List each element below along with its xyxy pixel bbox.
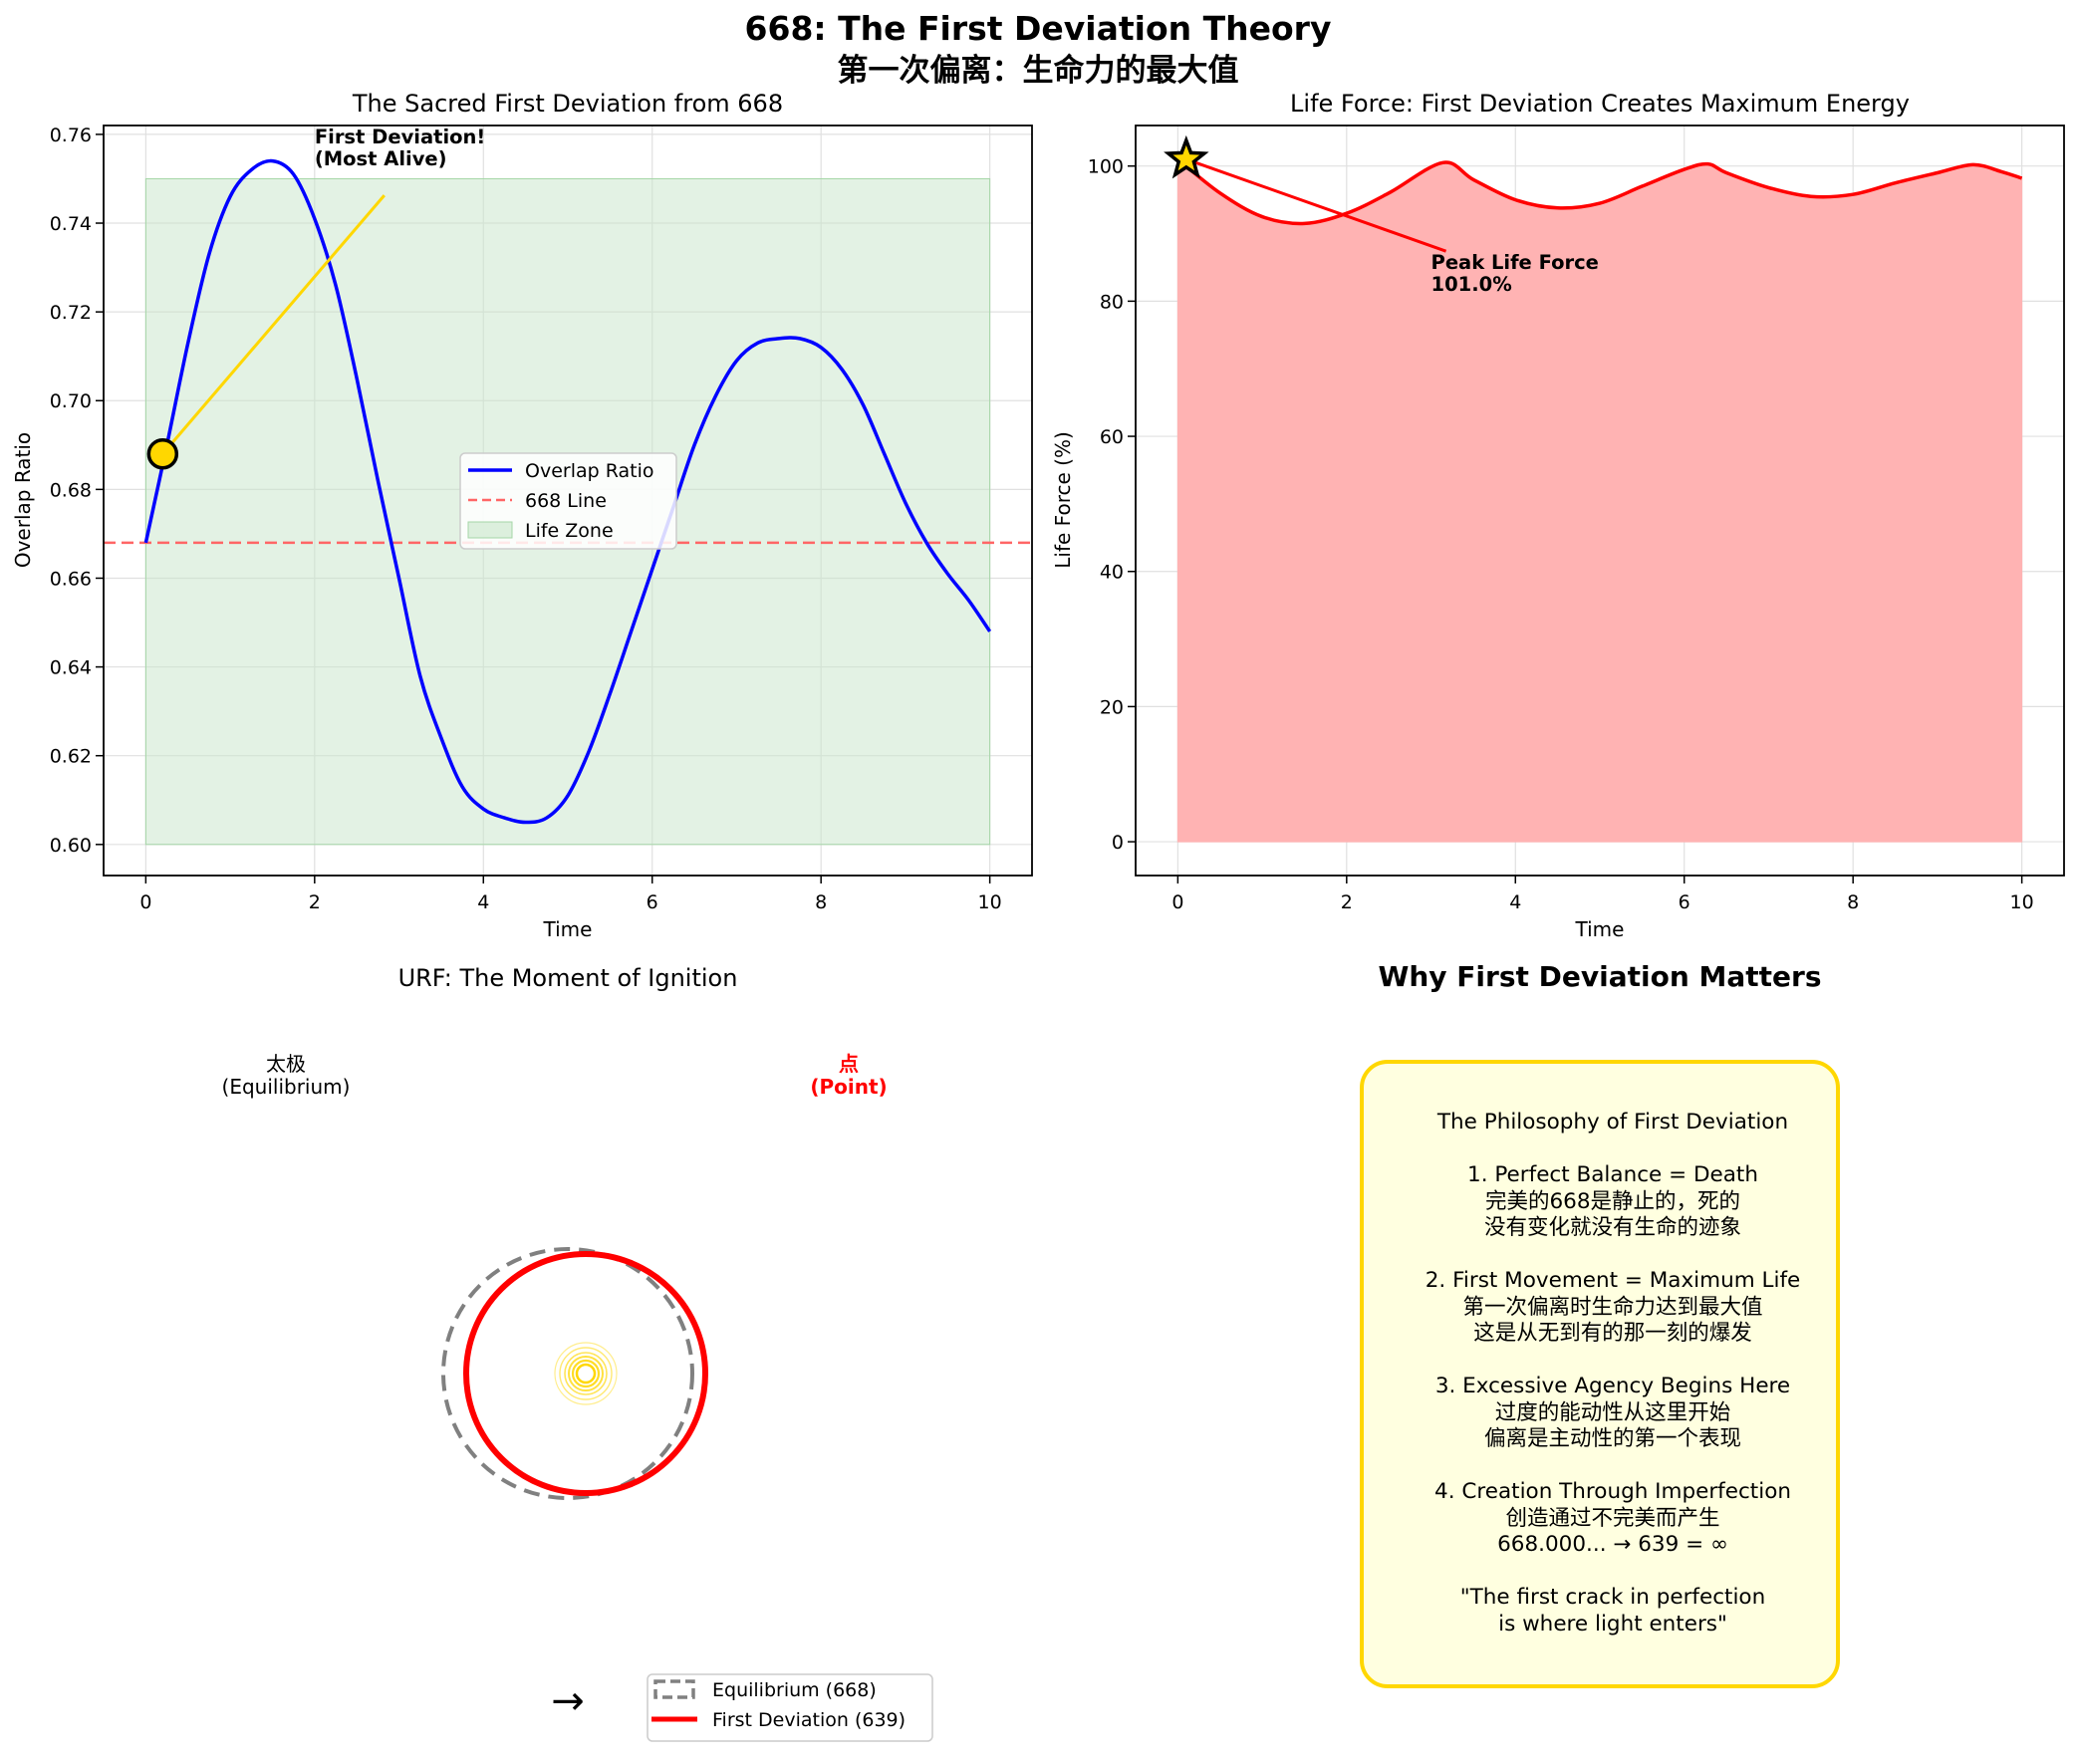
equilibrium-circle	[441, 1247, 694, 1500]
first-deviation-annotation-sub: (Most Alive)	[315, 147, 447, 170]
life-force-area	[1176, 157, 2023, 843]
panel2-y-tick-label: 40	[1100, 562, 1124, 584]
panel2-frame	[1135, 125, 2065, 877]
ignition-rings	[554, 1342, 618, 1405]
panel1-y-tick-label: 0.62	[50, 746, 92, 768]
panel2-x-label: Time	[1575, 917, 1625, 941]
panel1-y-tick-label: 0.60	[50, 835, 92, 857]
panel1-x-tick-label: 6	[647, 891, 658, 913]
life-force-chart: Life Force: First Deviation Creates Maxi…	[1051, 90, 2065, 941]
point-label-cn: 点	[839, 1052, 859, 1076]
philosophy-line: The Philosophy of First Deviation	[1436, 1110, 1788, 1134]
urf-panel: URF: The Moment of Ignition 太极 (Equilibr…	[222, 964, 933, 1742]
panel1-y-tick-label: 0.72	[50, 302, 92, 324]
panel1-y-tick-label: 0.74	[50, 213, 92, 235]
legend-equilibrium-swatch	[653, 1679, 695, 1699]
philosophy-line: 创造通过不完美而产生	[1505, 1506, 1719, 1531]
panel2-x-tick-label: 10	[2010, 891, 2034, 913]
panel1-x-tick-label: 0	[139, 891, 151, 913]
philosophy-line: 3. Excessive Agency Begins Here	[1435, 1374, 1790, 1398]
panel1-y-tick-label: 0.66	[50, 568, 92, 590]
panel2-x-tick-label: 2	[1341, 891, 1353, 913]
overlap-ratio-chart: The Sacred First Deviation from 668 Firs…	[11, 90, 1033, 941]
philosophy-box	[1360, 1060, 1840, 1688]
panel2-y-label: Life Force (%)	[1051, 431, 1075, 568]
peak-life-force-annotation: Peak Life Force	[1431, 251, 1599, 274]
figure-title: 668: The First Deviation Theory	[745, 9, 1332, 48]
panel1-x-tick-label: 4	[477, 891, 489, 913]
first-deviation-arrow	[161, 194, 386, 455]
philosophy-line: "The first crack in perfection	[1460, 1585, 1765, 1610]
panel2-y-tick-label: 20	[1100, 696, 1124, 718]
philosophy-line: 2. First Movement = Maximum Life	[1426, 1268, 1801, 1293]
legend-overlap-label: Overlap Ratio	[525, 460, 654, 482]
panel1-legend: Overlap Ratio 668 Line Life Zone	[459, 452, 677, 550]
legend-lifezone-label: Life Zone	[525, 520, 614, 542]
panel1-y-tick-label: 0.76	[50, 125, 92, 146]
first-deviation-marker	[146, 437, 179, 470]
legend-deviation-label: First Deviation (639)	[712, 1709, 906, 1731]
legend-equilibrium-label: Equilibrium (668)	[712, 1679, 877, 1701]
panel1-x-tick-label: 8	[815, 891, 827, 913]
philosophy-line: 4. Creation Through Imperfection	[1434, 1479, 1791, 1504]
urf-title: URF: The Moment of Ignition	[398, 964, 738, 992]
overlap-ratio-line	[143, 158, 992, 825]
equilibrium-label-cn: 太极	[266, 1052, 306, 1076]
panel2-x-tick-label: 4	[1509, 891, 1521, 913]
panel2-x-tick-label: 0	[1171, 891, 1183, 913]
panel2-y-tick-label: 100	[1088, 156, 1124, 178]
first-deviation-annotation: First Deviation!	[315, 126, 485, 148]
panel1-y-tick-label: 0.70	[50, 390, 92, 412]
philosophy-text: The Philosophy of First Deviation 1. Per…	[1426, 1110, 1801, 1637]
peak-star-marker	[1164, 134, 1209, 179]
equilibrium-label-en: (Equilibrium)	[222, 1075, 351, 1099]
philosophy-line: 过度的能动性从这里开始	[1495, 1400, 1731, 1425]
urf-arrow-icon: →	[551, 1678, 585, 1724]
panel1-y-tick-label: 0.64	[50, 657, 92, 679]
point-label-en: (Point)	[810, 1075, 887, 1099]
panel2-y-tick-label: 0	[1112, 832, 1124, 854]
philosophy-line: is where light enters"	[1498, 1612, 1727, 1637]
philosophy-line: 没有变化就没有生命的迹象	[1484, 1215, 1741, 1240]
peak-life-force-arrow	[1185, 157, 1447, 253]
panel2-x-tick-label: 6	[1679, 891, 1690, 913]
panel1-y-tick-label: 0.68	[50, 479, 92, 501]
panel2-title: Life Force: First Deviation Creates Maxi…	[1290, 90, 1910, 118]
philosophy-line: 偏离是主动性的第一个表现	[1484, 1426, 1741, 1451]
panel1-title: The Sacred First Deviation from 668	[352, 90, 783, 118]
panel1-y-label: Overlap Ratio	[11, 432, 35, 568]
panel1-x-label: Time	[543, 917, 593, 941]
panel2-y-tick-label: 60	[1100, 426, 1124, 448]
philosophy-line: 1. Perfect Balance = Death	[1467, 1162, 1758, 1187]
philosophy-line: 完美的668是静止的，死的	[1485, 1189, 1740, 1214]
panel1-x-tick-label: 2	[309, 891, 321, 913]
philosophy-line: 668.000... → 639 = ∞	[1497, 1532, 1728, 1557]
panel1-x-tick-label: 10	[978, 891, 1002, 913]
legend-lifezone-swatch	[467, 521, 513, 539]
legend-668-label: 668 Line	[525, 490, 607, 512]
urf-legend: Equilibrium (668) First Deviation (639)	[647, 1673, 933, 1742]
philosophy-panel: Why First Deviation Matters The Philosop…	[1360, 960, 1840, 1688]
panel2-x-tick-label: 8	[1847, 891, 1859, 913]
philosophy-line: 这是从无到有的那一刻的爆发	[1473, 1321, 1752, 1346]
peak-life-force-value: 101.0%	[1431, 273, 1512, 296]
figure-subtitle: 第一次偏离：生命力的最大值	[838, 53, 1239, 89]
philosophy-line: 第一次偏离时生命力达到最大值	[1462, 1295, 1762, 1320]
life-force-line	[1176, 157, 2023, 226]
first-deviation-circle	[463, 1251, 708, 1496]
panel2-y-tick-label: 80	[1100, 291, 1124, 313]
philosophy-heading: Why First Deviation Matters	[1378, 960, 1821, 993]
panel1-frame	[103, 125, 1033, 877]
panel1-ticks: 0 2 4 6 8 10 0.60 0.62 0.64 0.66 0.68 0.70 0.72 0.74 0…	[50, 125, 1002, 913]
